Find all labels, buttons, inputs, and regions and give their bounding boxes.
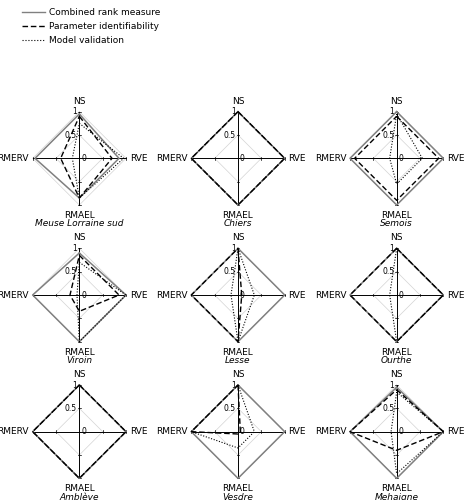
Text: RVE: RVE (130, 290, 147, 300)
Text: RMERV: RMERV (156, 154, 188, 163)
Text: RMAEL: RMAEL (64, 211, 95, 220)
Text: RMERV: RMERV (0, 290, 29, 300)
Text: 0: 0 (81, 427, 86, 436)
Text: RMERV: RMERV (156, 427, 188, 436)
Text: RMAEL: RMAEL (223, 211, 253, 220)
Text: RMAEL: RMAEL (381, 348, 412, 356)
Text: RMAEL: RMAEL (381, 211, 412, 220)
Text: RMAEL: RMAEL (381, 484, 412, 494)
Text: RMAEL: RMAEL (64, 348, 95, 356)
Text: 1: 1 (72, 244, 77, 253)
Text: NS: NS (390, 370, 403, 379)
Text: RMAEL: RMAEL (223, 484, 253, 494)
Text: RMERV: RMERV (315, 427, 346, 436)
Text: Amblève: Amblève (60, 492, 99, 500)
Text: 1: 1 (231, 244, 236, 253)
Text: Mehaigne: Mehaigne (375, 492, 419, 500)
Text: NS: NS (73, 370, 86, 379)
Text: 0.5: 0.5 (224, 404, 236, 413)
Text: 1: 1 (389, 380, 394, 390)
Text: RVE: RVE (447, 427, 465, 436)
Text: Lesse: Lesse (225, 356, 251, 365)
Text: 0.5: 0.5 (382, 267, 394, 276)
Text: Chiers: Chiers (224, 219, 252, 228)
Text: 0.5: 0.5 (224, 130, 236, 140)
Text: NS: NS (232, 234, 244, 242)
Text: 1: 1 (389, 244, 394, 253)
Text: RVE: RVE (130, 154, 147, 163)
Text: 0: 0 (398, 290, 403, 300)
Text: RVE: RVE (447, 154, 465, 163)
Text: Vesdre: Vesdre (223, 492, 253, 500)
Text: 0.5: 0.5 (65, 130, 77, 140)
Text: 1: 1 (389, 107, 394, 116)
Text: 0.5: 0.5 (382, 130, 394, 140)
Text: RMERV: RMERV (0, 154, 29, 163)
Text: RVE: RVE (447, 290, 465, 300)
Text: 1: 1 (231, 380, 236, 390)
Text: 0: 0 (240, 154, 245, 163)
Text: Meuse Lorraine sud: Meuse Lorraine sud (35, 219, 124, 228)
Text: 0.5: 0.5 (224, 267, 236, 276)
Text: 0: 0 (81, 290, 86, 300)
Text: RMERV: RMERV (0, 427, 29, 436)
Text: RVE: RVE (288, 427, 306, 436)
Text: 1: 1 (231, 107, 236, 116)
Text: RMERV: RMERV (315, 154, 346, 163)
Text: RMERV: RMERV (315, 290, 346, 300)
Text: 0: 0 (240, 290, 245, 300)
Text: NS: NS (232, 370, 244, 379)
Text: NS: NS (390, 96, 403, 106)
Text: 0.5: 0.5 (382, 404, 394, 413)
Text: 0: 0 (398, 427, 403, 436)
Text: RMAEL: RMAEL (64, 484, 95, 494)
Text: NS: NS (73, 96, 86, 106)
Text: RMAEL: RMAEL (223, 348, 253, 356)
Text: RVE: RVE (130, 427, 147, 436)
Legend: Combined rank measure, Parameter identifiability, Model validation: Combined rank measure, Parameter identif… (19, 4, 165, 49)
Text: RVE: RVE (288, 154, 306, 163)
Text: 0: 0 (240, 427, 245, 436)
Text: 0: 0 (81, 154, 86, 163)
Text: 0.5: 0.5 (65, 404, 77, 413)
Text: RVE: RVE (288, 290, 306, 300)
Text: NS: NS (232, 96, 244, 106)
Text: NS: NS (390, 234, 403, 242)
Text: 0: 0 (398, 154, 403, 163)
Text: RMERV: RMERV (156, 290, 188, 300)
Text: 1: 1 (72, 380, 77, 390)
Text: NS: NS (73, 234, 86, 242)
Text: Ourthe: Ourthe (381, 356, 412, 365)
Text: 1: 1 (72, 107, 77, 116)
Text: 0.5: 0.5 (65, 267, 77, 276)
Text: Semois: Semois (380, 219, 413, 228)
Text: Viroin: Viroin (66, 356, 92, 365)
